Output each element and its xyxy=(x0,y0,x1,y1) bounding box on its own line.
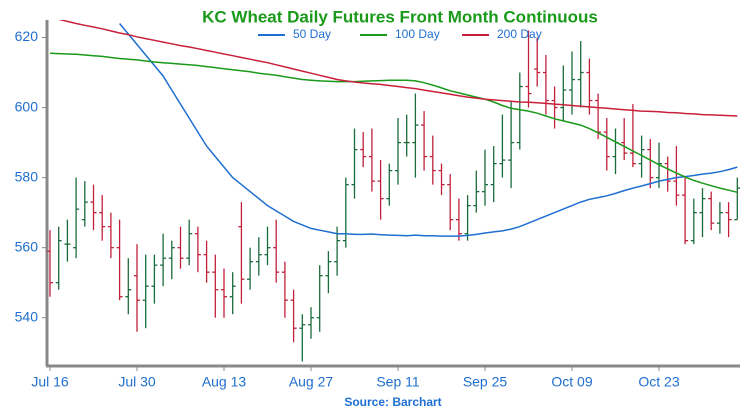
x-tick-label: Sep 11 xyxy=(376,374,420,390)
x-tick-label: Aug 13 xyxy=(202,374,247,390)
legend-label: 200 Day xyxy=(497,27,542,41)
x-tick-label: Oct 09 xyxy=(551,374,592,390)
legend-label: 50 Day xyxy=(293,27,331,41)
source: Source: Barchart xyxy=(344,395,441,409)
y-tick-label: 560 xyxy=(15,238,39,254)
y-tick-label: 620 xyxy=(15,28,39,44)
chart-title: KC Wheat Daily Futures Front Month Conti… xyxy=(202,7,598,26)
y-tick-label: 600 xyxy=(15,98,39,114)
moving-average-line xyxy=(49,52,738,194)
moving-average-line xyxy=(119,23,738,237)
moving-average-line xyxy=(58,20,738,117)
legend-label: 100 Day xyxy=(395,27,440,41)
plot-area xyxy=(47,20,740,362)
y-tick-label: 540 xyxy=(15,308,39,324)
y-tick-label: 580 xyxy=(15,168,39,184)
x-tick-label: Sep 25 xyxy=(463,374,508,390)
x-tick-label: Jul 30 xyxy=(118,374,156,390)
x-tick-label: Jul 16 xyxy=(31,374,69,390)
x-tick-label: Aug 27 xyxy=(289,374,334,390)
x-tick-label: Oct 23 xyxy=(638,374,679,390)
